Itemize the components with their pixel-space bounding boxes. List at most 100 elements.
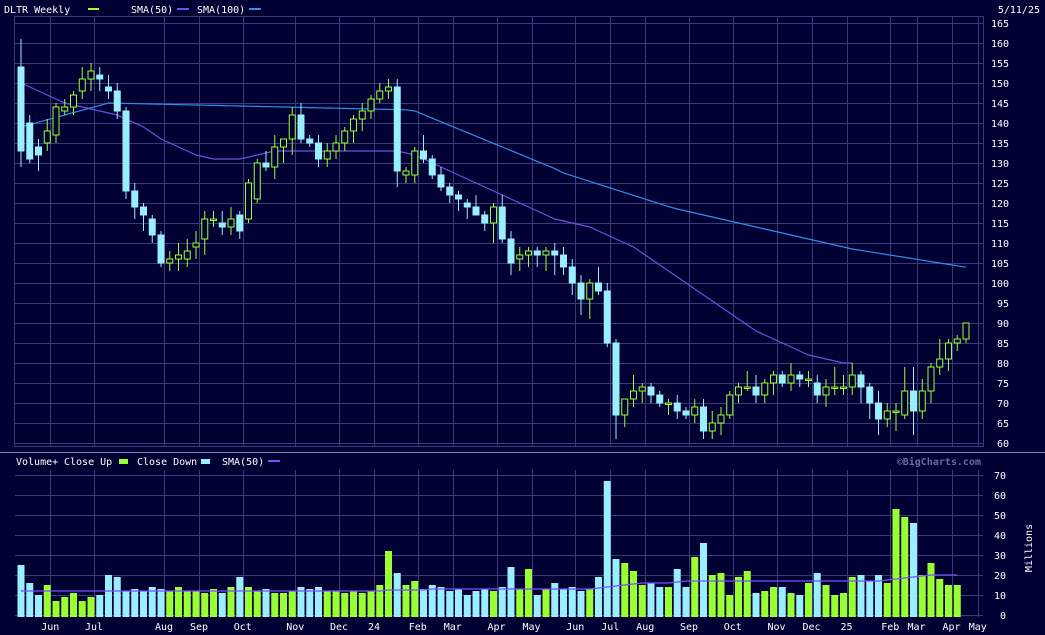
candle-body: [148, 218, 156, 236]
x-tick-label: Jun: [41, 622, 59, 633]
volume-bar: [393, 573, 401, 617]
candle-body: [43, 130, 51, 144]
candle-body: [96, 74, 104, 80]
close-up-legend-label: Close Up: [64, 457, 112, 468]
x-tick-label: Sep: [190, 622, 208, 633]
volume-bar: [472, 591, 480, 617]
candle-body: [376, 90, 384, 100]
volume-bar: [770, 587, 777, 617]
volume-bar: [428, 585, 436, 617]
price-y-tick-label: 70: [997, 399, 1009, 410]
volume-bar: [87, 597, 95, 617]
volume-bar: [402, 585, 410, 617]
volume-bar: [350, 591, 357, 617]
volume-bar: [253, 591, 261, 617]
volume-sma-line: [21, 574, 958, 592]
candle-body: [402, 170, 410, 176]
candle-body: [315, 142, 322, 160]
volume-bar: [166, 591, 174, 617]
candle-body: [682, 410, 690, 416]
candle-body: [892, 410, 900, 413]
price-y-tick-label: 65: [997, 419, 1009, 430]
volume-bars: [17, 481, 961, 617]
volume-bar: [367, 591, 375, 617]
volume-bar: [813, 573, 821, 617]
volume-bar: [778, 587, 786, 617]
price-grid: [15, 16, 983, 447]
x-tick-label: Feb: [881, 622, 899, 633]
bigcharts-watermark: ©BigCharts.com: [897, 456, 981, 468]
candle-body: [140, 206, 147, 216]
price-y-tick-label: 135: [991, 139, 1009, 150]
volume-bar: [857, 575, 865, 617]
candle-body: [166, 258, 174, 264]
candle-body: [612, 342, 620, 416]
x-tick-label: Apr: [487, 622, 505, 633]
price-y-tick-label: 165: [991, 19, 1009, 30]
volume-y-tick-label: 30: [994, 551, 1006, 562]
volume-y-tick-label: 40: [994, 531, 1006, 542]
volume-bar: [437, 587, 445, 617]
candle-body: [586, 282, 594, 300]
candle-body: [35, 146, 42, 156]
volume-bar: [411, 581, 419, 617]
x-tick-label: Jul: [85, 622, 103, 633]
x-tick-label: Mar: [907, 622, 925, 633]
volume-bar: [306, 589, 314, 617]
volume-bar: [682, 587, 690, 617]
price-y-tick-label: 105: [991, 259, 1009, 270]
candle-body: [752, 386, 760, 396]
volume-bar: [52, 601, 60, 617]
volume-bar: [481, 589, 489, 617]
candle-body: [358, 110, 366, 120]
candle-body: [533, 250, 541, 256]
candle-body: [245, 182, 252, 220]
volume-bar: [183, 591, 191, 617]
candle-body: [743, 386, 751, 389]
candle-body: [577, 282, 585, 300]
price-y-tick-label: 75: [997, 379, 1009, 390]
price-y-tick-label: 80: [997, 359, 1009, 370]
candle-body: [726, 394, 734, 416]
volume-bar: [612, 559, 620, 617]
volume-y-tick-label: 60: [994, 491, 1006, 502]
volume-bar: [245, 587, 252, 617]
price-y-tick-label: 100: [991, 279, 1009, 290]
candle-body: [595, 282, 602, 292]
x-tick-label: 24: [368, 622, 380, 633]
candle-body: [901, 390, 909, 416]
candle-body: [288, 114, 296, 140]
volume-bar: [498, 587, 506, 617]
candle-body: [945, 342, 952, 360]
chart-date: 5/11/25: [998, 5, 1040, 16]
close-up-legend-swatch: [119, 459, 128, 464]
x-tick-label: Apr: [942, 622, 960, 633]
volume-y-tick-label: 10: [994, 591, 1006, 602]
volume-bar: [796, 595, 804, 617]
candle-body: [131, 190, 139, 208]
price-y-tick-label: 155: [991, 59, 1009, 70]
candle-body: [183, 250, 191, 260]
candle-body: [253, 162, 261, 200]
candle-body: [761, 382, 769, 396]
volume-bar: [875, 575, 882, 617]
candle-body: [516, 254, 524, 260]
volume-bar: [945, 585, 952, 617]
x-tick-label: May: [969, 622, 987, 633]
price-panel-border: [14, 16, 984, 447]
candle-body: [446, 186, 454, 196]
x-tick-label: Oct: [234, 622, 252, 633]
candle-body: [551, 250, 559, 256]
candle-body: [770, 374, 777, 384]
volume-bar: [630, 571, 637, 617]
volume-header: Volume+ Close Up Close Down SMA(50) ©Big…: [16, 456, 1035, 572]
price-y-axis: 165 160 155 150 145 140 135 130 125 120 115 110 105 1…: [991, 19, 1009, 450]
candle-body: [875, 402, 882, 420]
candle-body: [271, 146, 279, 168]
x-tick-label: Aug: [155, 622, 173, 633]
candle-body: [280, 138, 287, 148]
candle-body: [525, 250, 532, 256]
candle-body: [490, 206, 497, 224]
price-header: DLTR Weekly SMA(50) SMA(100) 5/11/25: [4, 5, 1040, 16]
